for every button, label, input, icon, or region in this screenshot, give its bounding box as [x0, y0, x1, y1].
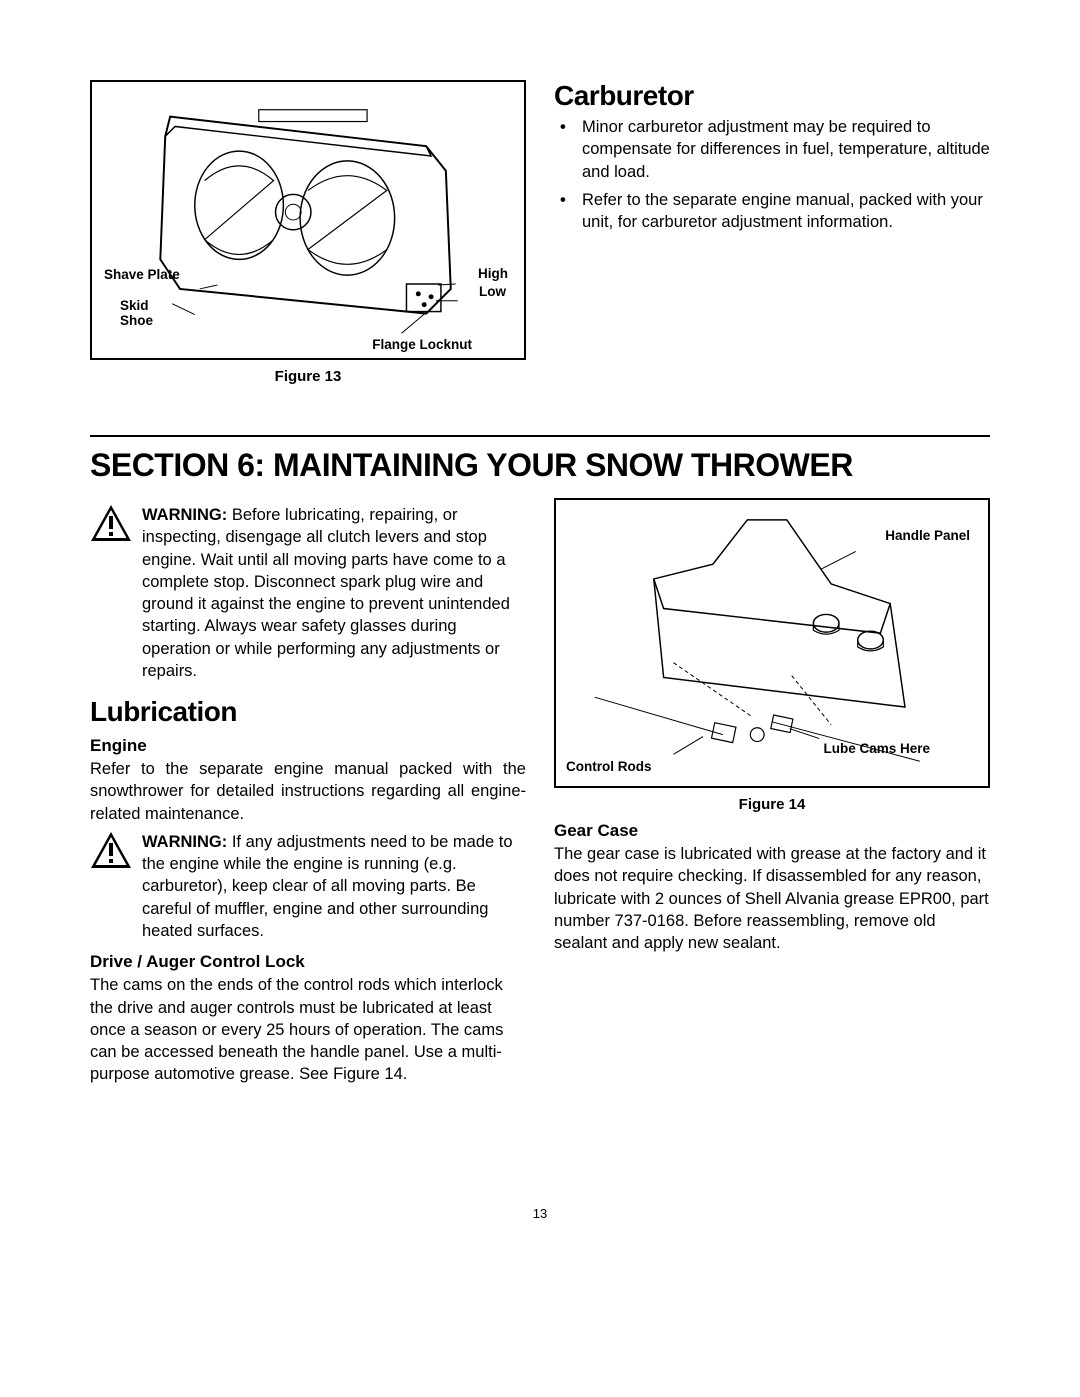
figure-14-caption: Figure 14	[554, 796, 990, 813]
label-high: High	[478, 266, 508, 281]
warning-2: WARNING: If any adjustments need to be m…	[90, 831, 526, 942]
figure-13-box: Shave Plate Skid Shoe High Low Flange Lo…	[90, 80, 526, 360]
label-lube-cams: Lube Cams Here	[823, 741, 930, 756]
engine-text: Refer to the separate engine manual pack…	[90, 758, 526, 825]
carburetor-bullet-2: •Refer to the separate engine manual, pa…	[554, 189, 990, 234]
carburetor-bullet-1-text: Minor carburetor adjustment may be requi…	[582, 116, 990, 183]
label-skid-shoe: Skid Shoe	[120, 298, 153, 328]
label-low: Low	[479, 284, 506, 299]
warning-1: WARNING: Before lubricating, repairing, …	[90, 504, 526, 682]
figure-14-diagram	[566, 510, 978, 776]
warning-1-prefix: WARNING:	[142, 506, 227, 524]
warning-1-text: Before lubricating, repairing, or inspec…	[142, 506, 510, 680]
carburetor-bullet-2-text: Refer to the separate engine manual, pac…	[582, 189, 990, 234]
carburetor-bullet-1: •Minor carburetor adjustment may be requ…	[554, 116, 990, 183]
warning-icon	[90, 504, 132, 682]
drive-auger-text: The cams on the ends of the control rods…	[90, 974, 526, 1085]
lubrication-heading: Lubrication	[90, 696, 526, 728]
label-control-rods: Control Rods	[566, 759, 652, 774]
gear-case-text: The gear case is lubricated with grease …	[554, 843, 990, 954]
label-handle-panel: Handle Panel	[885, 528, 970, 543]
figure-13-diagram	[102, 92, 514, 348]
page-number: 13	[90, 1206, 990, 1221]
figure-13-caption: Figure 13	[90, 368, 526, 385]
warning-icon	[90, 831, 132, 942]
gear-case-heading: Gear Case	[554, 821, 990, 841]
section-divider	[90, 435, 990, 437]
engine-heading: Engine	[90, 736, 526, 756]
label-flange-locknut: Flange Locknut	[372, 337, 472, 352]
label-shave-plate: Shave Plate	[104, 267, 180, 282]
drive-auger-heading: Drive / Auger Control Lock	[90, 952, 526, 972]
section-6-title: SECTION 6: MAINTAINING YOUR SNOW THROWER	[90, 447, 990, 484]
figure-14-box: Handle Panel Control Rods Lube Cams Here	[554, 498, 990, 788]
carburetor-heading: Carburetor	[554, 80, 990, 112]
warning-2-prefix: WARNING:	[142, 833, 227, 851]
